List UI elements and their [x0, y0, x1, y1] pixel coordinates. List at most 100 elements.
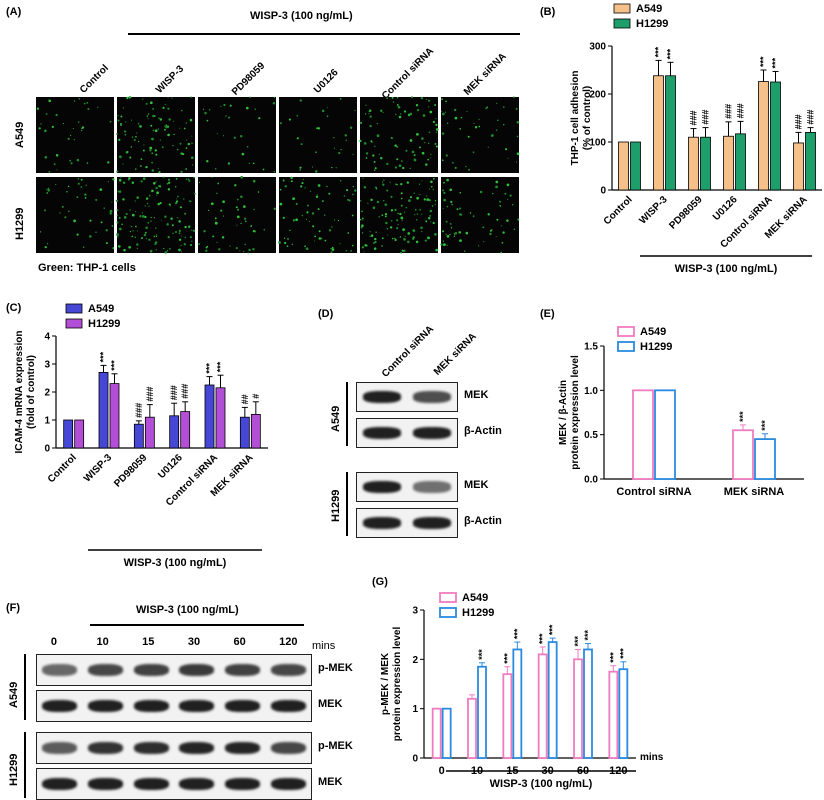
thp1-cell-dot [374, 167, 377, 170]
thp1-cell-dot [76, 233, 79, 236]
thp1-cell-dot [428, 106, 430, 108]
thp1-cell-dot [207, 209, 210, 212]
thp1-cell-dot [409, 112, 413, 116]
blot-band [363, 391, 401, 403]
thp1-cell-dot [161, 146, 164, 149]
thp1-cell-dot [180, 170, 183, 173]
thp1-cell-dot [167, 97, 169, 99]
thp1-cell-dot [459, 191, 462, 194]
thp1-cell-dot [229, 245, 231, 247]
thp1-cell-dot [304, 245, 306, 248]
thp1-cell-dot [413, 192, 415, 194]
bar [537, 653, 548, 759]
thp1-cell-dot [300, 143, 303, 146]
thp1-cell-dot [428, 142, 430, 144]
bar [573, 658, 583, 759]
significance-mark: *** [618, 648, 628, 659]
thp1-cell-dot [194, 192, 196, 195]
thp1-cell-dot [306, 211, 309, 214]
thp1-cell-dot [443, 243, 446, 247]
thp1-cell-dot [118, 227, 122, 231]
thp1-cell-dot [460, 116, 463, 119]
thp1-cell-dot [142, 149, 145, 152]
thp1-cell-dot [287, 237, 289, 240]
thp1-cell-dot [157, 202, 160, 206]
y-axis-label: protein expression level [570, 355, 581, 470]
thp1-cell-dot [55, 183, 57, 186]
thp1-cell-dot [396, 227, 399, 230]
thp1-cell-dot [142, 98, 144, 100]
thp1-cell-dot [386, 228, 389, 230]
thp1-cell-dot [495, 185, 498, 189]
thp1-cell-dot [321, 109, 325, 113]
thp1-cell-dot [236, 224, 238, 226]
thp1-cell-dot [487, 146, 489, 148]
thp1-cell-dot [235, 206, 238, 209]
thp1-cell-dot [166, 223, 169, 226]
thp1-cell-dot [159, 139, 162, 141]
thp1-cell-dot [78, 121, 80, 123]
blot-strip [36, 732, 312, 764]
micrograph-tile [440, 177, 520, 254]
thp1-cell-dot [125, 212, 128, 216]
blot-band [225, 700, 260, 712]
thp1-cell-dot [425, 163, 428, 166]
thp1-cell-dot [192, 229, 196, 232]
thp1-cell-dot [84, 193, 87, 196]
significance-mark: ### [169, 385, 179, 400]
thp1-cell-dot [394, 166, 397, 169]
thp1-cell-dot [262, 168, 265, 171]
thp1-cell-dot [463, 250, 466, 253]
thp1-cell-dot [328, 229, 332, 232]
thp1-cell-dot [469, 212, 472, 214]
thp1-cell-dot [103, 207, 105, 209]
thp1-cell-dot [315, 195, 319, 198]
thp1-cell-dot [263, 229, 265, 231]
thp1-cell-dot [208, 108, 211, 111]
thp1-cell-dot [434, 104, 437, 106]
thp1-cell-dot [354, 189, 357, 192]
thp1-cell-dot [362, 217, 364, 219]
thp1-cell-dot [136, 230, 139, 232]
thp1-cell-dot [502, 231, 505, 234]
thp1-cell-dot [120, 122, 122, 125]
thp1-cell-dot [44, 155, 48, 159]
thp1-cell-dot [400, 192, 403, 195]
blot-band [133, 778, 169, 790]
thp1-cell-dot [432, 120, 436, 124]
thp1-cell-dot [328, 192, 331, 195]
thp1-cell-dot [398, 115, 402, 119]
thp1-cell-dot [386, 189, 389, 192]
thp1-cell-dot [288, 118, 291, 121]
thp1-cell-dot [77, 182, 80, 185]
thp1-cell-dot [422, 114, 426, 117]
thp1-cell-dot [46, 243, 49, 245]
thp1-cell-dot [413, 158, 415, 160]
thp1-cell-dot [180, 244, 182, 247]
legend-label: A549 [462, 592, 488, 604]
thp1-cell-dot [435, 248, 438, 252]
blot-band-label: β-Actin [464, 515, 502, 527]
thp1-cell-dot [282, 216, 285, 219]
thp1-cell-dot [483, 241, 485, 243]
thp1-cell-dot [78, 98, 81, 100]
thp1-cell-dot [165, 124, 167, 126]
thp1-cell-dot [291, 243, 293, 246]
thp1-cell-dot [369, 231, 371, 233]
thp1-cell-dot [383, 179, 385, 181]
thp1-cell-dot [359, 218, 362, 221]
thp1-cell-dot [156, 191, 159, 195]
panel-f-treatment-label: WISP-3 (100 ng/mL) [136, 604, 239, 616]
thp1-cell-dot [412, 236, 415, 239]
thp1-cell-dot [186, 139, 188, 141]
thp1-cell-dot [500, 225, 503, 227]
thp1-cell-dot [500, 251, 502, 254]
time-point-label: 15 [142, 636, 155, 648]
thp1-cell-dot [148, 238, 151, 241]
legend-swatch [617, 341, 635, 352]
thp1-cell-dot [430, 180, 433, 184]
thp1-cell-dot [180, 235, 182, 237]
thp1-cell-dot [492, 192, 494, 195]
thp1-cell-dot [243, 205, 246, 208]
